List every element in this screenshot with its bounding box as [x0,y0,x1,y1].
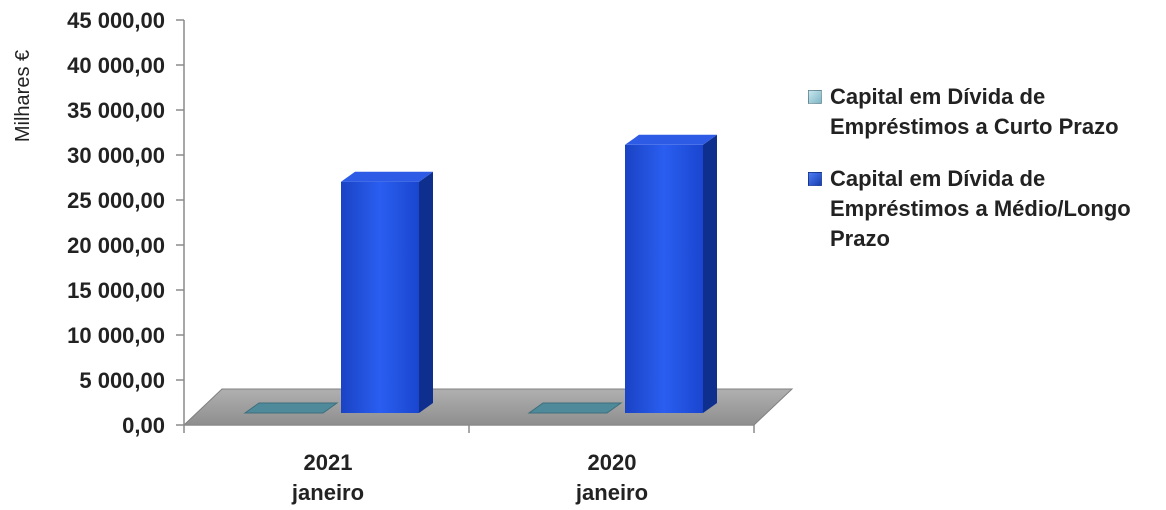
legend-item-medio-longo-prazo: Capital em Dívida de Empréstimos a Médio… [808,164,1163,254]
y-axis-label: Milhares € [12,50,34,142]
bar-top-face [243,402,339,414]
bar-top-face [527,402,623,414]
x-tick-label: janeiro [291,480,364,505]
y-tick-label: 10 000,00 [67,323,165,348]
legend-label-curto-prazo: Capital em Dívida de Empréstimos a Curto… [830,84,1119,139]
legend-item-curto-prazo: Capital em Dívida de Empréstimos a Curto… [808,82,1163,142]
y-tick-marks [176,19,184,426]
x-tick-marks [183,425,755,433]
y-tick-label: 25 000,00 [67,188,165,213]
bar-front-face [341,181,419,413]
y-ticks: 0,00 5 000,00 10 000,00 15 000,00 20 000… [67,8,165,438]
y-tick-label: 30 000,00 [67,143,165,168]
legend-label-medio-longo-prazo: Capital em Dívida de Empréstimos a Médio… [830,166,1131,251]
y-tick-label: 0,00 [122,413,165,438]
y-tick-label: 40 000,00 [67,53,165,78]
y-tick-label: 35 000,00 [67,98,165,123]
legend: Capital em Dívida de Empréstimos a Curto… [808,82,1163,276]
bar-medio-longo-prazo [341,171,433,413]
bar-side-face [703,134,717,414]
bar-top-face [625,134,717,145]
bar-front-face [625,144,703,414]
y-tick-label: 20 000,00 [67,233,165,258]
legend-swatch-curto-prazo [808,90,822,104]
bars [243,134,717,414]
x-category-labels: 2021 janeiro 2020 janeiro [291,450,648,505]
bar-curto-prazo [527,402,623,414]
y-tick-label: 45 000,00 [67,8,165,33]
legend-swatch-medio-longo-prazo [808,172,822,186]
y-tick-label: 15 000,00 [67,278,165,303]
x-tick-label: 2021 [304,450,353,475]
bar-medio-longo-prazo [625,134,717,414]
x-tick-label: janeiro [575,480,648,505]
bar-side-face [419,171,433,413]
bar-curto-prazo [243,402,339,414]
bar-top-face [341,171,433,182]
x-tick-label: 2020 [588,450,637,475]
y-tick-label: 5 000,00 [79,368,165,393]
